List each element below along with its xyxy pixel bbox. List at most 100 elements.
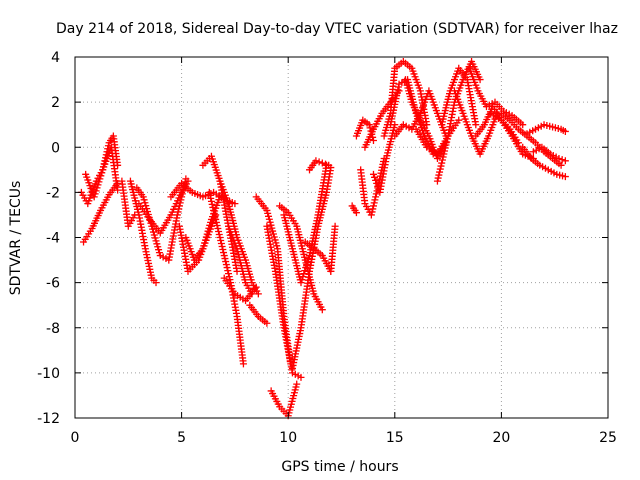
data-point bbox=[225, 270, 233, 278]
data-point bbox=[213, 221, 221, 229]
data-point bbox=[300, 270, 308, 278]
track bbox=[263, 222, 305, 381]
axis-ticks: 0 5 10 15 20 25 -12 -10 -8 -6 -4 -2 0 2 4 bbox=[37, 50, 617, 446]
data-point bbox=[222, 258, 230, 266]
y-tick-label: 2 bbox=[51, 95, 60, 111]
data-point bbox=[305, 255, 313, 263]
data-point bbox=[263, 319, 271, 327]
data-point bbox=[369, 170, 377, 178]
data-point bbox=[231, 200, 239, 208]
data-point bbox=[248, 290, 256, 298]
y-tick-label: 4 bbox=[51, 50, 60, 66]
data-point bbox=[303, 261, 311, 269]
data-point bbox=[217, 240, 225, 248]
data-point bbox=[220, 249, 228, 257]
x-axis-label: GPS time / hours bbox=[281, 459, 398, 475]
data-point bbox=[225, 273, 233, 281]
data-point bbox=[315, 158, 323, 166]
track bbox=[135, 177, 192, 237]
data-point bbox=[98, 169, 106, 177]
data-point bbox=[304, 258, 312, 266]
data-point bbox=[210, 206, 218, 214]
track bbox=[519, 143, 569, 181]
data-point bbox=[438, 159, 446, 167]
track bbox=[225, 222, 256, 298]
grid bbox=[75, 57, 608, 418]
data-point bbox=[299, 273, 307, 281]
data-point bbox=[152, 279, 160, 287]
data-point bbox=[223, 264, 231, 272]
y-tick-label: -6 bbox=[46, 276, 60, 292]
track bbox=[327, 222, 339, 275]
y-tick-label: -12 bbox=[37, 411, 60, 427]
data-point bbox=[455, 116, 463, 124]
y-tick-label: -4 bbox=[46, 231, 60, 247]
data-point bbox=[173, 211, 181, 219]
track bbox=[369, 121, 399, 196]
data-point bbox=[555, 155, 563, 163]
data-point bbox=[209, 203, 217, 211]
data-point bbox=[561, 127, 569, 135]
data-point bbox=[437, 162, 445, 170]
x-tick-label: 25 bbox=[599, 430, 617, 446]
data-point bbox=[95, 178, 103, 186]
data-point bbox=[216, 234, 224, 241]
track bbox=[529, 143, 569, 165]
data-point bbox=[369, 136, 377, 144]
data-point bbox=[215, 230, 223, 238]
data-point bbox=[435, 171, 443, 179]
data-point bbox=[254, 290, 262, 298]
data-point bbox=[369, 205, 377, 213]
data-point bbox=[557, 161, 565, 169]
data-point bbox=[476, 76, 484, 84]
data-point bbox=[207, 194, 215, 202]
data-point bbox=[218, 243, 226, 251]
data-point bbox=[206, 191, 214, 199]
data-point bbox=[441, 144, 449, 152]
data-point bbox=[331, 222, 339, 230]
x-tick-label: 5 bbox=[177, 430, 186, 446]
data-point bbox=[226, 276, 234, 284]
data-point bbox=[318, 159, 326, 167]
data-point bbox=[298, 276, 306, 284]
chart-title: Day 214 of 2018, Sidereal Day-to-day VTE… bbox=[56, 21, 618, 37]
track bbox=[80, 179, 122, 246]
data-point bbox=[222, 261, 230, 269]
data-point bbox=[443, 138, 451, 146]
data-point bbox=[97, 172, 105, 180]
y-tick-label: -10 bbox=[37, 366, 60, 382]
track bbox=[276, 202, 326, 314]
track bbox=[220, 274, 260, 305]
data-point bbox=[212, 218, 220, 226]
y-tick-label: 0 bbox=[51, 140, 60, 156]
x-tick-label: 0 bbox=[71, 430, 80, 446]
track bbox=[357, 155, 388, 219]
data-point bbox=[312, 157, 320, 165]
data-point bbox=[302, 264, 310, 272]
track bbox=[348, 202, 360, 217]
data-point bbox=[239, 360, 247, 368]
y-axis-label: SDTVAR / TECUs bbox=[8, 181, 24, 296]
track bbox=[267, 380, 301, 420]
track bbox=[523, 121, 569, 138]
data-point bbox=[220, 252, 228, 260]
data-point bbox=[301, 267, 309, 275]
track bbox=[391, 87, 450, 140]
data-point bbox=[252, 283, 260, 291]
data-point bbox=[441, 147, 449, 155]
data-point bbox=[184, 177, 192, 185]
data-point bbox=[297, 373, 305, 381]
data-point bbox=[436, 168, 444, 176]
track bbox=[199, 152, 241, 275]
track bbox=[246, 301, 271, 327]
data-point bbox=[434, 174, 442, 182]
data-point bbox=[293, 380, 301, 388]
x-tick-label: 15 bbox=[386, 430, 404, 446]
data-point bbox=[561, 173, 569, 181]
data-point bbox=[208, 200, 216, 208]
data-marks bbox=[77, 58, 569, 420]
data-point bbox=[210, 209, 218, 217]
data-point bbox=[558, 156, 566, 164]
track bbox=[118, 177, 139, 230]
